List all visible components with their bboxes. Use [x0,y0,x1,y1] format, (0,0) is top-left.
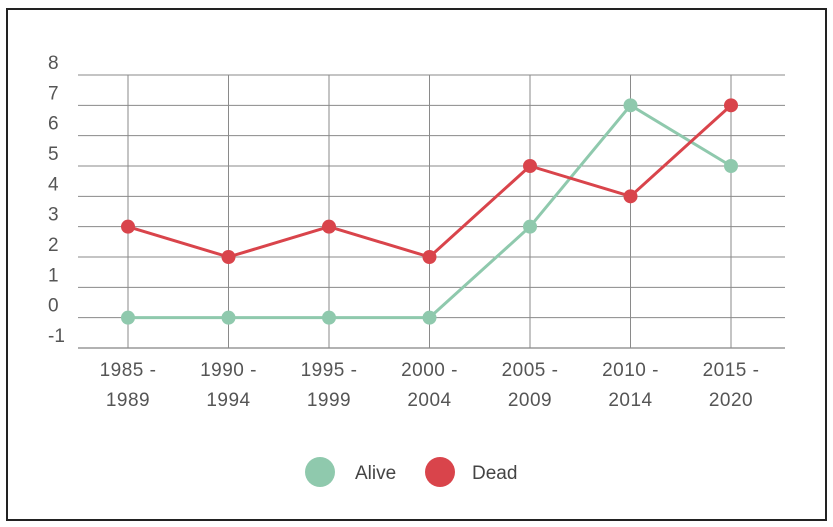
x-tick-label: 2010 - [602,360,659,381]
x-tick-label: 1994 [206,390,250,411]
data-point-dead [523,159,537,173]
y-tick-label: 6 [48,114,59,135]
y-tick-label: 4 [48,174,59,195]
y-tick-label: 5 [48,144,59,165]
data-point-dead [623,189,638,204]
chart-frame [6,8,827,521]
y-tick-label: 8 [48,53,59,74]
data-point-alive [724,159,738,173]
data-point-alive [623,98,638,113]
x-tick-label: 1999 [307,390,351,411]
x-tick-label: 1985 - [100,360,157,381]
data-point-dead [221,250,236,264]
data-point-dead [121,219,135,234]
data-point-alive [422,310,437,325]
x-axis-ticks: 1985 - 1989 1990 - 1994 1995 - 1999 2000 - 2004… [100,360,760,411]
x-tick-label: 2000 - [401,360,458,381]
grid-lines [78,74,785,349]
x-tick-label: 2014 [608,390,652,411]
y-axis-ticks: 8 7 6 5 4 3 2 1 0 -1 [48,53,65,347]
series-layer [121,98,738,325]
y-tick-label: 3 [48,205,59,226]
legend-marker-alive [305,457,335,487]
x-tick-label: 2020 [709,390,753,411]
data-point-alive [523,219,537,234]
y-tick-label: 1 [48,265,59,286]
legend: Alive Dead [305,457,517,487]
x-tick-label: 1989 [106,390,150,411]
legend-marker-dead [425,457,455,487]
y-tick-label: -1 [48,326,65,347]
data-point-alive [221,310,236,325]
y-tick-label: 2 [48,235,59,256]
legend-label-alive: Alive [355,463,396,484]
data-point-dead [422,250,437,264]
data-point-dead [322,219,336,234]
x-tick-label: 2015 - [703,360,760,381]
x-tick-label: 2009 [508,390,552,411]
data-point-dead [724,98,738,113]
y-tick-label: 7 [48,83,59,104]
data-point-alive [121,310,135,325]
x-tick-label: 2004 [407,390,451,411]
x-tick-label: 2005 - [502,360,559,381]
data-point-alive [322,310,336,325]
x-tick-label: 1995 - [301,360,358,381]
x-tick-label: 1990 - [200,360,257,381]
y-tick-label: 0 [48,296,59,317]
legend-label-dead: Dead [472,463,517,484]
